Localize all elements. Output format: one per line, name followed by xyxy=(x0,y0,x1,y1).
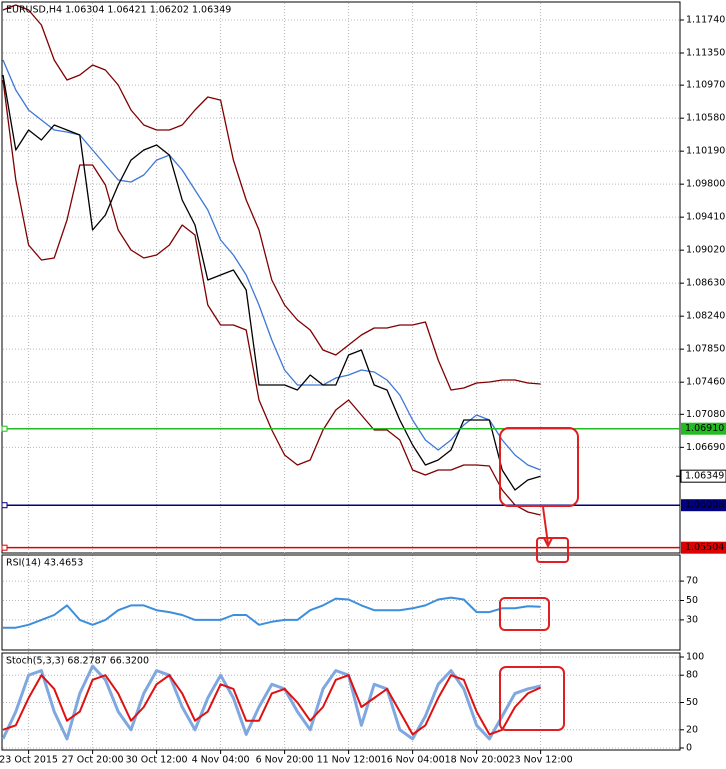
y-tick-label: 70 xyxy=(686,576,698,587)
x-tick-label: 27 Oct 20:00 xyxy=(62,755,124,766)
series-line xyxy=(2,59,541,471)
y-tick-label: 30 xyxy=(686,614,698,625)
panel-title: EURUSD,H4 1.06304 1.06421 1.06202 1.0634… xyxy=(6,5,231,16)
annotations xyxy=(499,427,579,731)
y-tick-label: 1.11740 xyxy=(686,15,725,26)
level-label-box xyxy=(681,422,726,435)
price-label-box xyxy=(680,469,726,483)
highlight-box xyxy=(499,597,550,631)
level-label-box xyxy=(681,541,726,554)
level-marker xyxy=(1,502,8,509)
highlight-box xyxy=(499,427,579,507)
y-tick-label: 1.09020 xyxy=(686,245,725,256)
series-line xyxy=(3,596,541,629)
x-tick-label: 18 Nov 20:00 xyxy=(445,755,509,766)
x-tick-label: 11 Nov 12:00 xyxy=(317,755,381,766)
y-tick-label: 1.06690 xyxy=(686,442,725,453)
y-tick-label: 1.07460 xyxy=(686,377,725,388)
series-line xyxy=(2,674,542,736)
series-line xyxy=(2,4,541,391)
x-tick-label: 16 Nov 04:00 xyxy=(381,755,445,766)
level-marker xyxy=(1,544,8,551)
y-tick-label: 1.10970 xyxy=(686,80,725,91)
y-tick-label: 1.09800 xyxy=(686,179,725,190)
panel-frame xyxy=(1,554,681,651)
y-tick-label: 1.08240 xyxy=(686,311,725,322)
y-tick-label: 20 xyxy=(686,724,698,735)
panel-title: RSI(14) 43.4653 xyxy=(6,558,83,569)
series-line xyxy=(2,79,541,516)
y-tick-label: 50 xyxy=(686,595,698,606)
level-label: 1.06910 xyxy=(685,423,724,434)
x-tick-label: 30 Oct 12:00 xyxy=(126,755,188,766)
highlight-box xyxy=(499,666,565,731)
y-tick-label: 1.07850 xyxy=(686,344,725,355)
series-line xyxy=(1,664,541,741)
x-tick-label: 4 Nov 04:00 xyxy=(192,755,250,766)
y-tick-label: 1.10580 xyxy=(686,113,725,124)
y-tick-label: 1.07080 xyxy=(686,409,725,420)
target-box xyxy=(536,537,569,563)
x-tick-label: 23 Oct 2015 xyxy=(0,755,58,766)
y-tick-label: 0 xyxy=(686,743,692,754)
y-tick-label: 80 xyxy=(686,670,698,681)
panel-frame xyxy=(1,1,681,554)
panel-title: Stoch(5,3,3) 68.2787 66.3200 xyxy=(6,656,149,667)
y-tick-label: 1.10190 xyxy=(686,146,725,157)
level-marker xyxy=(1,425,8,432)
y-tick-label: 100 xyxy=(686,652,704,663)
y-tick-label: 1.11350 xyxy=(686,48,725,59)
y-tick-label: 1.09410 xyxy=(686,212,725,223)
level-label: 1.05504 xyxy=(685,542,724,553)
price-label: 1.06349 xyxy=(685,471,724,482)
panel-frame xyxy=(1,652,681,751)
arrow-head xyxy=(543,537,553,549)
level-label: 1.06006 xyxy=(685,500,724,511)
y-tick-label: 1.08630 xyxy=(686,278,725,289)
x-tick-label: 23 Nov 12:00 xyxy=(509,755,573,766)
series-line xyxy=(2,74,541,491)
level-label-box xyxy=(681,499,726,512)
x-tick-label: 6 Nov 20:00 xyxy=(256,755,314,766)
y-tick-label: 50 xyxy=(686,697,698,708)
